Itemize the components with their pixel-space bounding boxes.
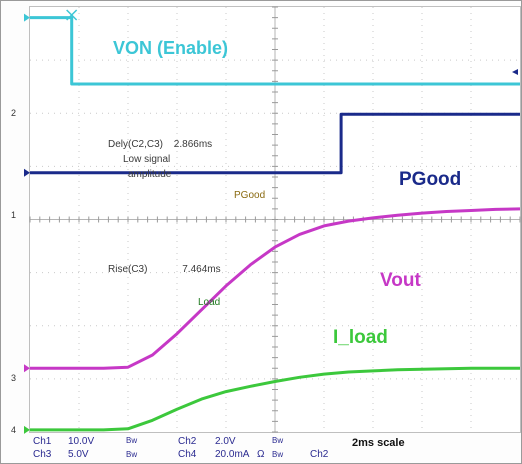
channel-level-arrow <box>24 364 30 373</box>
delay-measurement-label: Dely(C2,C3) 2.866ms <box>108 139 212 150</box>
level-marker-2: 2 <box>11 108 17 118</box>
channel-level-arrow <box>24 13 30 22</box>
channel-level-arrow <box>24 168 30 177</box>
readout-ch4-scale: 20.0mA <box>215 449 250 460</box>
readout-ch3: Ch3 <box>33 449 52 460</box>
delay-note-line-1: Low signal <box>123 154 171 165</box>
level-marker-1: 1 <box>11 210 17 220</box>
channel-level-arrow <box>24 425 30 434</box>
series-label-iload: I_load <box>333 327 388 348</box>
scope-readout-bar: Ch1 10.0V Ch3 5.0V Bw Bw Ch2 2.0V Ch4 20… <box>0 433 522 464</box>
readout-ch2-scale: 2.0V <box>215 436 236 447</box>
readout-ch2: Ch2 <box>178 436 197 447</box>
readout-ch4: Ch4 <box>178 449 197 460</box>
readout-ch1-scale: 10.0V <box>68 436 95 447</box>
series-label-von: VON (Enable) <box>113 38 229 58</box>
waveform-vout <box>30 207 521 370</box>
readout-bw-4: Bw <box>272 450 284 459</box>
readout-ch3-scale: 5.0V <box>68 449 89 460</box>
readout-trigger-channel: Ch2 <box>310 449 329 460</box>
rise-measurement-label: Rise(C3) 7.464ms <box>108 264 221 275</box>
readout-ohm: Ω <box>257 449 265 460</box>
series-label-vout: Vout <box>380 270 421 291</box>
load-small-label: Load <box>198 297 221 308</box>
delay-value: 2.866ms <box>173 139 213 150</box>
readout-bw-1: Bw <box>126 436 138 445</box>
waveform-pgood <box>30 112 520 175</box>
rise-value: 7.464ms <box>182 264 221 275</box>
readout-bw-3: Bw <box>272 436 284 445</box>
waveform-von-enable <box>30 16 520 86</box>
delay-label: Dely(C2,C3) <box>108 139 164 150</box>
trigger-marker <box>66 9 78 21</box>
delay-note-line-2: amplitude <box>128 169 172 180</box>
waveform-i-load <box>30 366 520 432</box>
level-marker-4: 4 <box>11 425 17 435</box>
time-scale-label: 2ms scale <box>352 437 405 449</box>
series-label-pgood: PGood <box>399 169 462 190</box>
rise-label: Rise(C3) <box>108 264 148 275</box>
pgood-small-label: PGood <box>234 190 266 201</box>
reference-arrow <box>512 69 518 76</box>
vout-small-label: Vout <box>357 271 378 282</box>
readout-ch1: Ch1 <box>33 436 52 447</box>
readout-bw-2: Bw <box>126 450 138 459</box>
level-marker-3: 3 <box>11 373 17 383</box>
